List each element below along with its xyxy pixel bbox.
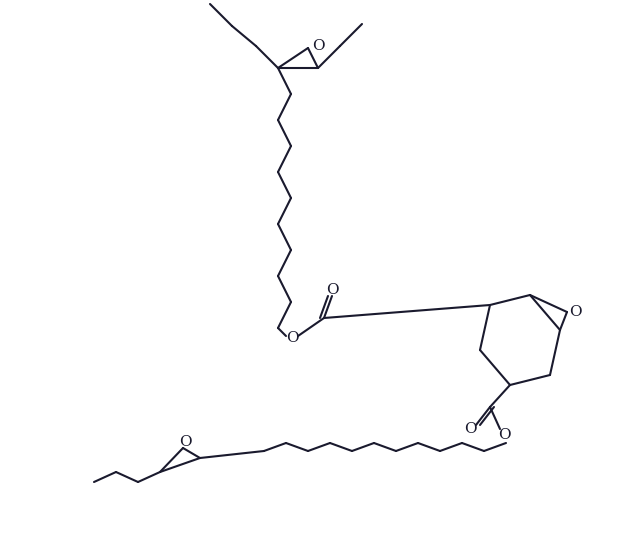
Text: O: O bbox=[569, 305, 581, 319]
Text: O: O bbox=[286, 331, 298, 345]
Text: O: O bbox=[179, 435, 191, 449]
Text: O: O bbox=[498, 428, 511, 442]
Text: O: O bbox=[312, 39, 325, 53]
Text: O: O bbox=[326, 283, 338, 297]
Text: O: O bbox=[464, 422, 476, 436]
